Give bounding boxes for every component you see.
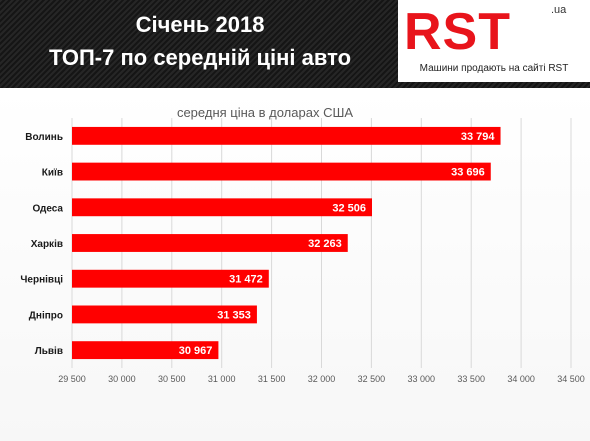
chart-background (0, 88, 590, 441)
x-axis-ticks: 29 500 30 000 30 500 31 000 31 500 32 000 32 5… (58, 374, 585, 384)
value-label: 31 353 (217, 309, 251, 321)
bar (72, 234, 348, 252)
value-label: 33 794 (461, 131, 496, 143)
x-tick-label: 34 500 (557, 374, 585, 384)
x-tick-label: 30 000 (108, 374, 136, 384)
x-tick-label: 32 500 (358, 374, 386, 384)
x-tick-label: 33 000 (408, 374, 436, 384)
bar (72, 305, 257, 324)
category-label: Волинь (25, 132, 63, 143)
chart-subtitle: середня ціна в доларах США (177, 105, 353, 120)
category-label: Чернівці (20, 275, 63, 286)
value-labels: 33 794 33 696 32 506 32 263 31 472 31 353 30 9… (179, 131, 496, 357)
rst-logo-text: RST (404, 3, 511, 61)
value-label: 32 263 (308, 238, 342, 250)
title-line-1: Січень 2018 (135, 12, 265, 37)
value-label: 33 696 (451, 167, 485, 179)
bar (72, 341, 219, 360)
x-tick-label: 29 500 (58, 374, 86, 384)
x-tick-label: 33 500 (457, 374, 485, 384)
x-tick-label: 30 500 (158, 374, 186, 384)
category-labels: Волинь Київ Одеса Харків Чернівці Дніпро Львів (20, 132, 63, 357)
x-tick-label: 34 000 (507, 374, 535, 384)
x-tick-label: 31 500 (258, 374, 286, 384)
value-label: 30 967 (179, 345, 213, 357)
bars-group (72, 126, 501, 360)
rst-logo (398, 0, 590, 82)
x-tick-label: 31 000 (208, 374, 236, 384)
category-label: Дніпро (29, 310, 63, 321)
title-line-2: ТОП-7 по середній ціні авто (48, 45, 352, 70)
bar (72, 269, 269, 288)
category-label: Львів (35, 346, 63, 357)
value-label: 31 472 (229, 274, 263, 286)
category-label: Харків (31, 239, 63, 250)
category-label: Одеса (32, 203, 63, 214)
value-label: 32 506 (332, 202, 366, 214)
bar (72, 126, 501, 145)
x-tick-label: 32 000 (308, 374, 336, 384)
bar (72, 198, 372, 217)
category-label: Київ (42, 168, 63, 179)
bar (72, 162, 491, 181)
rst-logo-domain: .ua (551, 4, 567, 16)
rst-logo-tagline: Машини продають на сайті RST (419, 63, 569, 74)
